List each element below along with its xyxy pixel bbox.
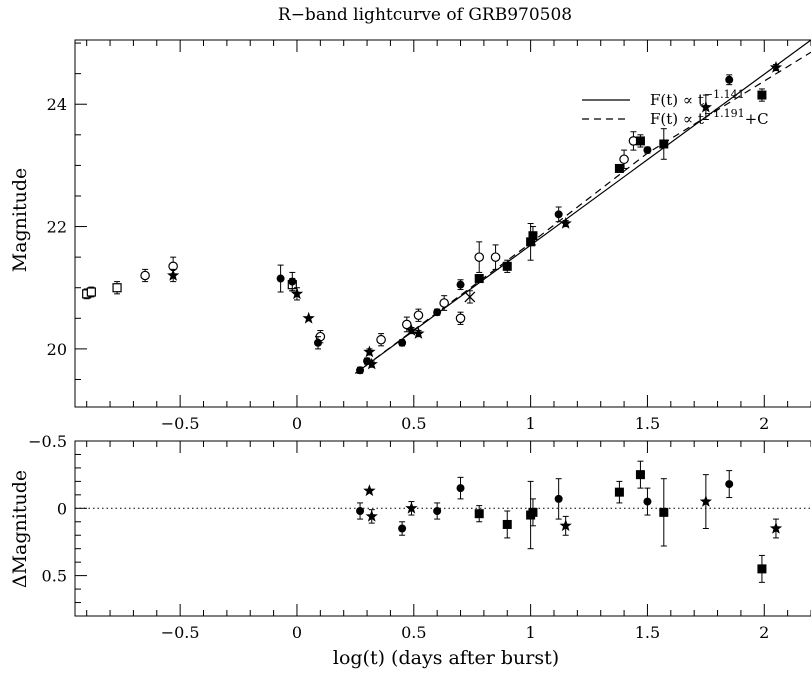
bottom-x-tick-label: 2 <box>759 623 769 642</box>
top-point-filled-square <box>528 231 538 241</box>
top-point-open-circle <box>619 154 629 165</box>
legend-label: F(t) ∝ t−1.141 <box>650 88 745 109</box>
top-y-tick-label: 22 <box>47 218 67 237</box>
top-point-filled-circle <box>313 338 322 347</box>
top-point-filled-square <box>502 261 512 271</box>
bottom-plot-area <box>75 460 811 583</box>
top-point-star <box>363 345 376 358</box>
x-axis-label: log(t) (days after burst) <box>333 647 559 669</box>
top-point-filled-square <box>614 163 624 173</box>
bottom-point-filled-square <box>614 487 624 497</box>
top-fit-solid <box>355 40 811 374</box>
top-point-filled-circle <box>643 146 652 155</box>
bottom-point-filled-circle <box>725 480 734 489</box>
bottom-x-tick-label: 0.5 <box>401 623 426 642</box>
top-x-tick-label: 1 <box>526 414 536 433</box>
top-point-filled-circle <box>433 308 442 317</box>
bottom-y-tick-label: 0.5 <box>42 567 67 586</box>
top-point-filled-square <box>474 274 484 284</box>
top-point-open-circle <box>140 270 150 281</box>
top-point-star <box>769 61 783 73</box>
top-point-star <box>290 287 304 300</box>
top-point-star <box>559 217 572 229</box>
top-x-tick-label: 1.5 <box>635 414 660 433</box>
bottom-point-filled-square <box>757 564 767 574</box>
bottom-point-star <box>699 495 712 507</box>
bottom-point-filled-circle <box>433 507 442 515</box>
top-point-open-square <box>86 287 96 297</box>
bottom-frame <box>74 440 811 617</box>
bottom-point-filled-square <box>528 507 538 517</box>
top-y-tick-label: 20 <box>47 340 67 359</box>
bottom-y-tick-label: 0 <box>57 499 67 518</box>
bottom-point-star <box>405 501 418 514</box>
top-plot-area <box>82 40 811 375</box>
top-point-star <box>302 311 315 324</box>
top-point-filled-circle <box>356 366 365 375</box>
top-x-tick-label: −0.5 <box>161 414 200 433</box>
top-point-open-circle <box>439 298 449 308</box>
bottom-point-filled-circle <box>456 484 465 493</box>
top-point-open-circle <box>474 252 485 262</box>
bottom-point-star <box>365 509 378 522</box>
legend-label: F(t) ∝ t−1.191+C <box>650 107 769 128</box>
top-point-open-circle <box>376 334 386 345</box>
bottom-x-tick-label: 1.5 <box>635 623 660 642</box>
top-point-star <box>699 100 712 113</box>
top-point-filled-square <box>659 139 669 149</box>
bottom-point-filled-square <box>635 470 645 480</box>
top-x-tick-label: 0.5 <box>401 414 426 433</box>
bottom-point-filled-circle <box>398 524 407 533</box>
bottom-point-filled-circle <box>356 507 365 515</box>
bottom-point-star <box>559 519 572 532</box>
top-point-filled-circle <box>554 210 563 219</box>
top-y-axis-label: Magnitude <box>9 168 31 273</box>
bottom-panel: −0.5 0 0.5 1 1.5 2 −0.5 0 0.5 <box>28 432 811 642</box>
top-point-filled-circle <box>456 280 465 289</box>
bottom-point-star <box>769 522 783 534</box>
top-point-star <box>167 269 180 281</box>
top-y-tick-label: 24 <box>47 95 67 114</box>
bottom-point-filled-square <box>659 507 669 517</box>
bottom-point-filled-square <box>474 509 484 519</box>
top-point-star <box>365 357 378 370</box>
top-point-filled-square <box>635 136 645 146</box>
bottom-point-filled-circle <box>643 497 652 506</box>
top-point-star <box>405 324 418 336</box>
bottom-x-tick-label: 0 <box>292 623 302 642</box>
top-panel: −0.5 0 0.5 1 1.5 2 20 22 24 <box>47 39 811 433</box>
bottom-point-filled-square <box>502 519 512 529</box>
top-point-open-circle <box>490 252 501 262</box>
bottom-point-filled-circle <box>554 494 563 503</box>
top-x-tick-label: 2 <box>759 414 769 433</box>
bottom-x-tick-label: 1 <box>526 623 536 642</box>
top-x-tick-label: 0 <box>292 414 302 433</box>
bottom-point-star <box>363 484 376 497</box>
bottom-x-tick-label: −0.5 <box>161 623 200 642</box>
top-point-open-circle <box>413 310 424 321</box>
bottom-y-axis-label: ΔMagnitude <box>9 470 31 588</box>
top-point-star <box>412 327 425 339</box>
top-point-cross <box>464 291 476 303</box>
top-point-open-square <box>112 283 122 293</box>
top-point-open-circle <box>455 313 466 324</box>
chart-title: R−band lightcurve of GRB970508 <box>278 5 572 25</box>
top-point-filled-square <box>757 90 767 100</box>
top-point-filled-circle <box>725 75 734 84</box>
top-fit-dashed <box>355 51 811 374</box>
top-point-filled-circle <box>276 274 285 283</box>
bottom-y-tick-label: −0.5 <box>28 432 67 451</box>
top-point-filled-circle <box>288 277 297 286</box>
top-point-filled-circle <box>398 338 407 347</box>
top-frame <box>74 39 811 408</box>
